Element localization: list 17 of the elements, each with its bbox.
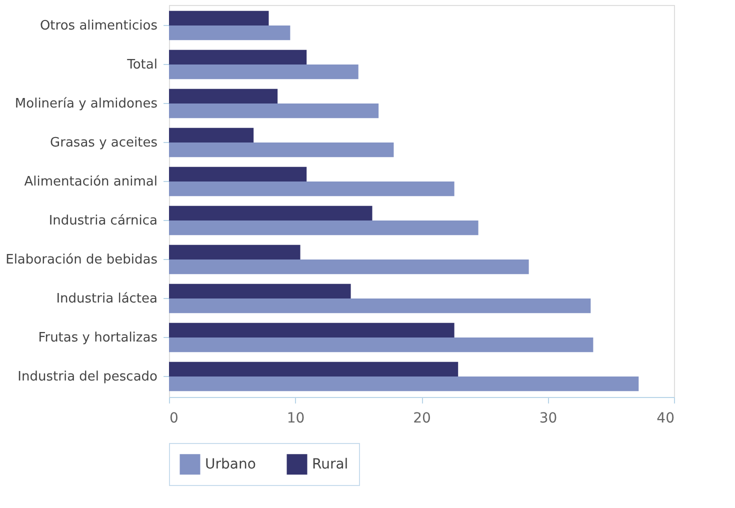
- y-tick-label: Molinería y almidones: [14, 96, 158, 112]
- y-tick-label: Industria cárnica: [48, 214, 158, 228]
- x-tick-label: 10: [286, 410, 305, 426]
- legend-label: Rural: [312, 456, 348, 472]
- y-tick-label: Total: [126, 57, 158, 72]
- y-tick-label: Industria del pescado: [18, 370, 158, 385]
- y-tick-label: Grasas y aceites: [50, 135, 158, 150]
- x-tick-label: 0: [170, 410, 178, 426]
- x-tick-label: 20: [413, 410, 431, 426]
- y-tick-label: Elaboración de bebidas: [6, 252, 158, 268]
- legend-label: Urbano: [205, 456, 256, 472]
- y-tick-label: Otros alimenticios: [40, 18, 158, 34]
- y-tick-label: Industria láctea: [56, 292, 158, 307]
- y-tick-label: Alimentación animal: [24, 174, 158, 190]
- y-tick-label: Frutas y hortalizas: [38, 330, 158, 346]
- x-tick-label: 40: [656, 410, 674, 426]
- x-tick-label: 30: [539, 410, 558, 426]
